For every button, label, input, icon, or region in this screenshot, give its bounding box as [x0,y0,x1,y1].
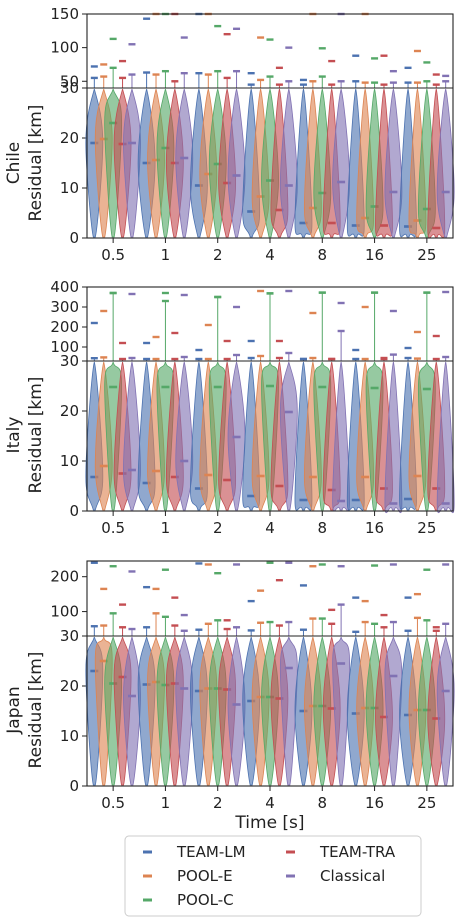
chile-upper-ytick-label: 50 [60,72,79,90]
chile-xtick-label-1: 1 [161,246,171,264]
italy-region-label: Italy [4,417,24,454]
italy-y-axis-label: Residual [km] [26,377,46,494]
japan-upper-marks [90,561,450,636]
chile-xtick-label-0-5: 0.5 [101,246,125,264]
italy-lower-ytick-label: 0 [69,502,79,520]
legend-label-pool-e: POOL-E [177,867,233,885]
italy-upper-y-ticks: 100 200 300 400 [50,278,87,356]
chile-y-axis-label: Residual [km] [26,105,46,222]
chile-upper-ytick-label: 150 [50,5,79,23]
italy-violin-classical-8 [332,361,351,512]
chile-upper-marks [90,12,450,88]
legend-label-pool-c: POOL-C [177,891,234,909]
italy-lower-ytick-label: 20 [60,402,79,420]
italy-violin-classical-25 [436,361,455,513]
italy-lower-y-ticks: 0 10 20 30 [60,352,87,520]
italy-xtick-label-0-5: 0.5 [101,519,125,537]
legend-entries: TEAM-LM POOL-E POOL-C TEAM-TRA Classical [143,843,396,909]
japan-lower-ytick-label: 30 [60,627,79,645]
japan-lower-ytick-label: 0 [69,777,79,795]
japan-x-ticks: 0.5 1 2 4 8 16 25 [101,786,436,812]
italy-upper-ytick-label: 300 [50,298,79,316]
chile-x-ticks: 0.5 1 2 4 8 16 25 [101,238,436,264]
legend-label-team-lm: TEAM-LM [176,843,246,861]
chile-violin-classical-25 [436,88,455,238]
chile-upper-ytick-label: 100 [50,39,79,57]
italy-violin-classical-0-5 [123,361,141,511]
chile-xtick-label-8: 8 [318,246,328,264]
italy-upper-ytick-label: 400 [50,278,79,296]
chile-violin-classical-4 [279,88,298,238]
japan-lower-y-ticks: 0 10 20 30 [60,627,87,795]
japan-xtick-label-8: 8 [318,794,328,812]
italy-upper-ytick-label: 100 [50,338,79,356]
japan-upper-y-ticks: 100 200 [50,568,87,621]
italy-xtick-label-2: 2 [213,519,223,537]
chile-lower-ytick-label: 20 [60,129,79,147]
panel-japan: 100 200 0 10 20 30 0.5 1 2 4 8 16 25 Japan Residua… [4,560,455,812]
italy-lower-ytick-label: 30 [60,352,79,370]
chile-xtick-label-4: 4 [265,246,275,264]
legend-frame [124,835,422,917]
italy-violin-classical-1 [175,361,194,511]
italy-upper-ytick-label: 200 [50,318,79,336]
japan-lower-ytick-label: 20 [60,677,79,695]
japan-violins [85,636,455,786]
chile-upper-y-ticks: 50 100 150 [50,5,87,90]
japan-y-axis-label: Residual [km] [26,652,46,769]
chile-violins [85,88,455,239]
legend-label-team-tra: TEAM-TRA [319,843,396,861]
italy-xtick-label-25: 25 [417,519,436,537]
italy-violin-classical-4 [279,361,298,511]
japan-xtick-label-0-5: 0.5 [101,794,125,812]
italy-xtick-label-16: 16 [365,519,384,537]
italy-violins [85,361,455,513]
chile-violin-classical-1 [175,88,194,238]
chile-lower-ytick-label: 0 [69,229,79,247]
chile-lower-ytick-label: 10 [60,179,79,197]
chile-violin-classical-0-5 [123,88,141,238]
japan-violin-classical-16 [384,636,403,786]
italy-xtick-label-8: 8 [318,519,328,537]
italy-xtick-label-4: 4 [265,519,275,537]
chile-region-label: Chile [4,142,24,185]
japan-xtick-label-2: 2 [213,794,223,812]
chile-violin-classical-2 [227,88,246,238]
italy-x-ticks: 0.5 1 2 4 8 16 25 [101,511,436,537]
japan-upper-ytick-label: 200 [50,568,79,586]
chile-violin-classical-16 [384,88,403,238]
chile-xtick-label-2: 2 [213,246,223,264]
italy-xtick-label-1: 1 [161,519,171,537]
japan-violin-classical-25 [436,636,455,786]
chile-violin-classical-8 [332,88,351,238]
japan-xtick-label-4: 4 [265,794,275,812]
italy-violin-classical-16 [384,361,403,513]
japan-lower-ytick-label: 10 [60,727,79,745]
chile-xtick-label-16: 16 [365,246,384,264]
japan-xtick-label-16: 16 [365,794,384,812]
italy-upper-marks [90,289,450,361]
italy-lower-ytick-label: 10 [60,452,79,470]
legend-label-classical: Classical [320,867,385,885]
japan-violin-classical-4 [279,636,298,786]
legend: TEAM-LM POOL-E POOL-C TEAM-TRA Classical [124,835,422,917]
chile-lower-ytick-label: 30 [60,79,79,97]
chile-lower-y-ticks: 0 10 20 30 [60,79,87,247]
panel-italy: 100 200 300 400 0 10 20 30 0.5 1 2 4 8 16 25 Italy R… [4,278,455,537]
japan-xtick-label-25: 25 [417,794,436,812]
chile-xtick-label-25: 25 [417,246,436,264]
japan-upper-ytick-label: 100 [50,603,79,621]
japan-violin-classical-8 [332,636,351,786]
panel-chile: 50 100 150 0 10 20 30 0.5 1 2 4 8 16 25 Chile Resid… [4,5,455,264]
japan-region-label: Japan [4,686,24,734]
japan-xtick-label-1: 1 [161,794,171,812]
x-axis-label: Time [s] [234,813,304,833]
